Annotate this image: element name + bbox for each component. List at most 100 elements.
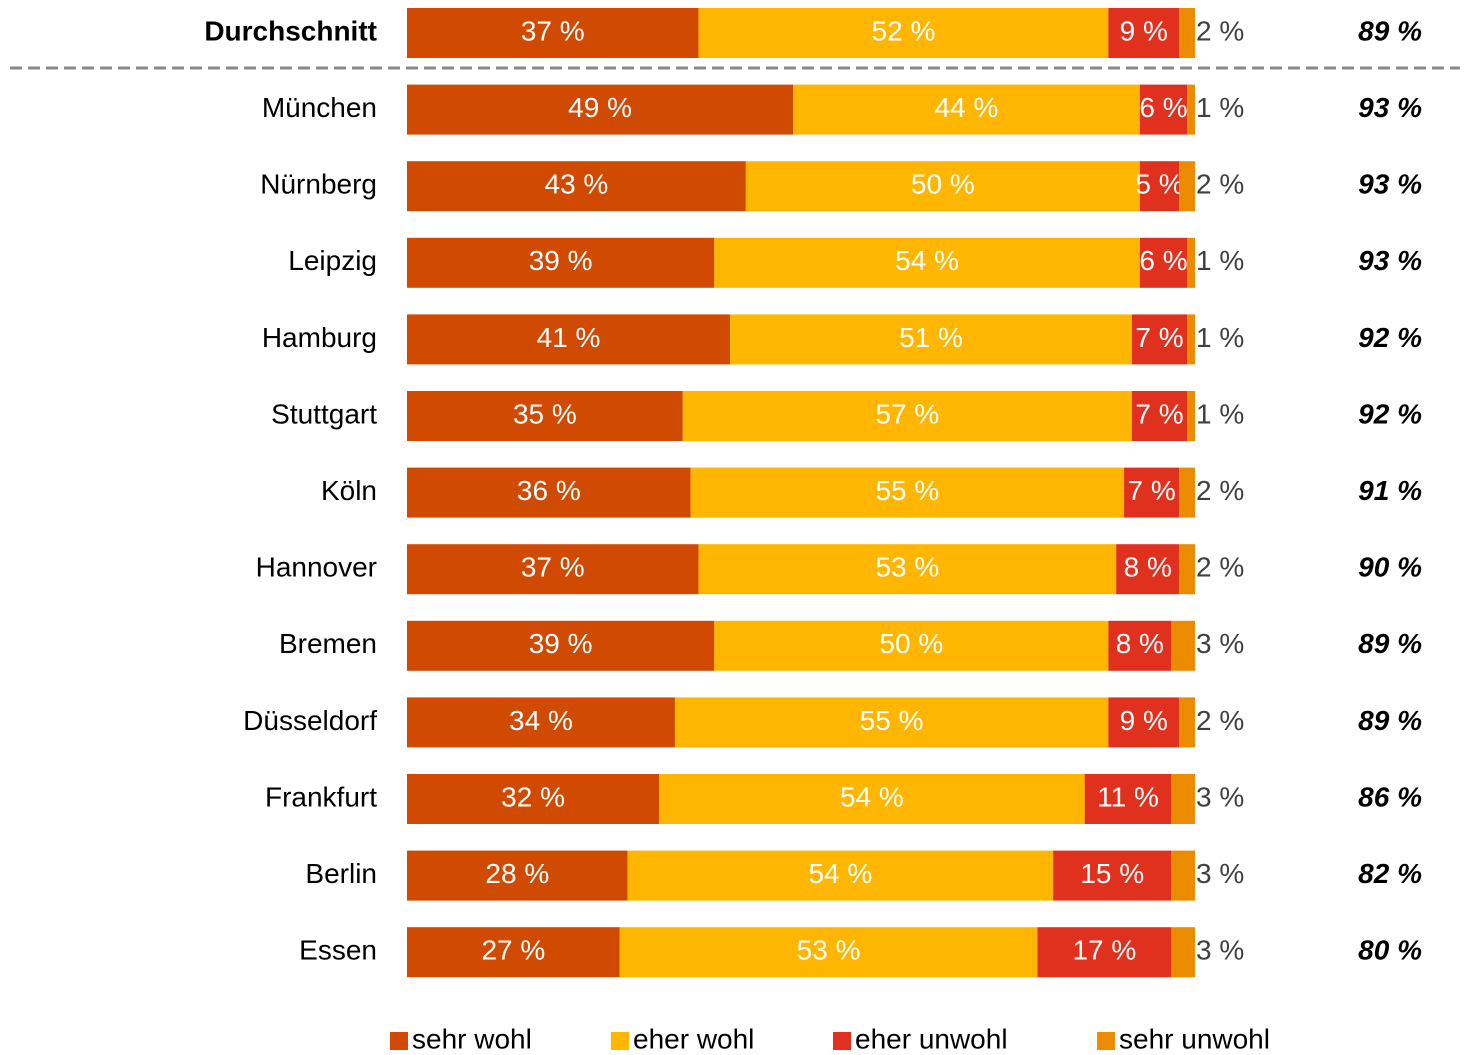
bar-segment	[1124, 467, 1180, 518]
value-label: 2 %	[1196, 169, 1244, 200]
value-label: 11 %	[1097, 781, 1159, 812]
y-tick-label: Durchschnitt	[204, 15, 377, 46]
total-label: 89 %	[1358, 705, 1422, 736]
bar-segment	[1179, 544, 1195, 595]
total-label: 80 %	[1358, 935, 1422, 966]
y-tick-label: Bremen	[279, 628, 377, 659]
total-label: 89 %	[1358, 15, 1422, 46]
value-label: 54 %	[808, 858, 872, 889]
bar-segment	[1131, 314, 1188, 365]
bar-segment	[1084, 774, 1172, 824]
value-label: 7 %	[1135, 322, 1183, 353]
value-label: 39 %	[529, 245, 593, 276]
value-label: 50 %	[911, 169, 975, 200]
total-label: 93 %	[1358, 92, 1422, 123]
total-label: 90 %	[1358, 552, 1422, 583]
bar-segment	[407, 314, 731, 365]
y-tick-label: München	[262, 92, 377, 123]
y-tick-label: Hannover	[256, 552, 377, 583]
bar-segment	[1171, 620, 1195, 671]
value-label: 7 %	[1135, 398, 1183, 429]
bar-segment	[793, 84, 1140, 135]
bar-segment	[1187, 237, 1195, 288]
bar-segment	[619, 927, 1038, 978]
total-label: 89 %	[1358, 628, 1422, 659]
value-label: 2 %	[1196, 552, 1244, 583]
value-label: 37 %	[521, 552, 585, 583]
value-label: 37 %	[521, 15, 585, 46]
value-label: 55 %	[875, 475, 939, 506]
total-label: 82 %	[1358, 858, 1422, 889]
bar-segment	[407, 927, 620, 978]
bar-segment	[627, 850, 1054, 901]
bar-segment	[674, 697, 1109, 748]
value-label: 3 %	[1196, 858, 1244, 889]
value-label: 34 %	[509, 705, 573, 736]
bar-segment	[1187, 314, 1195, 365]
value-label: 49 %	[568, 92, 632, 123]
y-tick-label: Berlin	[305, 858, 377, 889]
bar-segment	[407, 161, 746, 212]
value-label: 6 %	[1139, 92, 1187, 123]
bar-segment	[1171, 927, 1195, 978]
value-label: 28 %	[485, 858, 549, 889]
value-label: 1 %	[1196, 322, 1244, 353]
legend-swatch	[1097, 1032, 1115, 1050]
bar-segment	[407, 84, 794, 135]
bar-segment	[1179, 697, 1195, 748]
bar-segment	[690, 467, 1125, 518]
value-label: 2 %	[1196, 475, 1244, 506]
value-label: 7 %	[1128, 475, 1176, 506]
value-label: 2 %	[1196, 705, 1244, 736]
bar-segment	[1108, 697, 1180, 748]
value-label: 55 %	[860, 705, 924, 736]
bar-segment	[730, 314, 1132, 365]
value-label: 8 %	[1116, 628, 1164, 659]
bar-segment	[407, 391, 683, 441]
value-label: 5 %	[1135, 169, 1183, 200]
value-label: 54 %	[840, 781, 904, 812]
value-label: 57 %	[875, 398, 939, 429]
bar-segment	[1187, 391, 1195, 441]
total-label: 92 %	[1358, 398, 1422, 429]
value-label: 2 %	[1196, 15, 1244, 46]
value-label: 32 %	[501, 781, 565, 812]
value-label: 15 %	[1080, 858, 1144, 889]
value-label: 54 %	[895, 245, 959, 276]
y-tick-label: Düsseldorf	[243, 705, 377, 736]
bar-segment	[407, 467, 691, 518]
value-label: 9 %	[1120, 15, 1168, 46]
value-label: 17 %	[1072, 935, 1136, 966]
bar-segment	[1171, 774, 1195, 824]
bar-segment	[1116, 544, 1180, 595]
total-label: 91 %	[1358, 475, 1422, 506]
value-label: 3 %	[1196, 935, 1244, 966]
legend-label: eher wohl	[633, 1023, 754, 1054]
bar-segment	[1179, 467, 1195, 518]
bar-segment	[1171, 850, 1195, 901]
bar-segment	[659, 774, 1085, 824]
legend-label: sehr unwohl	[1119, 1023, 1270, 1054]
bar-segment	[1037, 927, 1172, 978]
total-label: 93 %	[1358, 169, 1422, 200]
bar-segment	[745, 161, 1140, 212]
bar-segment	[1139, 84, 1188, 135]
legend-swatch	[611, 1032, 629, 1050]
bar-segment	[1179, 161, 1195, 212]
value-label: 36 %	[517, 475, 581, 506]
bar-segment	[1179, 8, 1195, 58]
y-tick-label: Stuttgart	[271, 398, 377, 429]
value-label: 9 %	[1120, 705, 1168, 736]
value-label: 8 %	[1124, 552, 1172, 583]
bar-segment	[407, 8, 699, 58]
value-label: 50 %	[879, 628, 943, 659]
total-label: 86 %	[1358, 781, 1422, 812]
value-label: 27 %	[481, 935, 545, 966]
bar-segment	[714, 620, 1109, 671]
legend-swatch	[390, 1032, 408, 1050]
bar-segment	[1108, 8, 1180, 58]
total-label: 92 %	[1358, 322, 1422, 353]
total-label: 93 %	[1358, 245, 1422, 276]
value-label: 53 %	[875, 552, 939, 583]
